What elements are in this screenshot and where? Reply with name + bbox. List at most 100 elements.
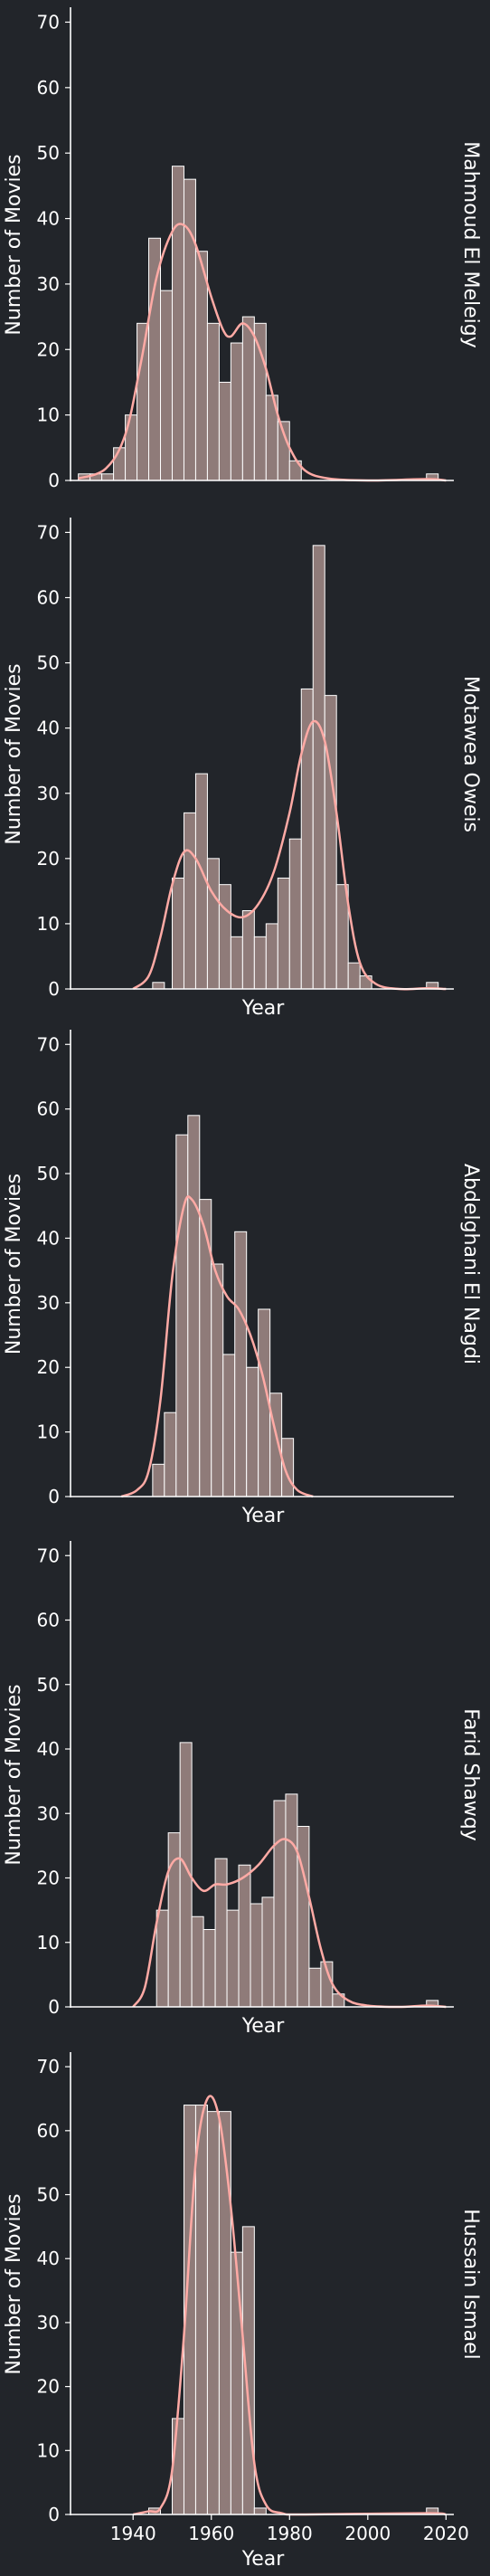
histogram-bar	[183, 178, 196, 481]
y-tick-label: 20	[37, 1868, 60, 1889]
histogram-bar	[218, 2111, 231, 2515]
facet-label: Mahmoud El Meleigy	[459, 141, 482, 347]
y-axis-label: Number of Movies	[3, 154, 25, 335]
y-axis-label: Number of Movies	[3, 1684, 25, 1865]
histogram-bar	[171, 877, 184, 990]
histogram-bar	[253, 2507, 267, 2515]
y-tick: 60	[37, 2120, 71, 2142]
histogram-bar	[218, 884, 231, 990]
y-tick-label: 70	[37, 11, 60, 33]
y-tick-label: 0	[48, 2504, 60, 2525]
y-tick: 20	[37, 2376, 71, 2398]
histogram-bar	[250, 1903, 263, 2008]
y-tick-label: 50	[37, 142, 60, 164]
y-tick-label: 60	[37, 77, 60, 99]
histogram-bars	[152, 545, 439, 990]
y-tick-label: 30	[37, 2312, 60, 2334]
y-tick: 0	[48, 978, 71, 1000]
facet-panel: 0 10 20 30 40 50 60 70 Number of Movies Farid Sha…	[3, 1541, 482, 2038]
y-tick-label: 50	[37, 1674, 60, 1696]
histogram-bar	[226, 1909, 240, 2008]
histogram-bar	[241, 910, 255, 990]
y-tick: 30	[37, 783, 71, 804]
histogram-bar	[152, 1463, 165, 1497]
x-tick-label: 1980	[267, 2523, 313, 2544]
x-axis-label: Year	[241, 2015, 286, 2038]
x-tick-label: 2000	[344, 2523, 391, 2544]
histogram-bar	[265, 923, 278, 990]
histogram-bar	[152, 982, 165, 990]
histogram-bar	[187, 1115, 201, 1497]
y-tick-label: 30	[37, 783, 60, 804]
histogram-bar	[269, 1393, 283, 1497]
y-tick-label: 20	[37, 848, 60, 870]
y-tick-label: 0	[48, 470, 60, 491]
histogram-bar	[211, 1263, 224, 1497]
y-tick: 0	[48, 470, 71, 491]
histogram-bar	[222, 1354, 236, 1497]
x-tick: 2020	[423, 2514, 469, 2544]
histogram-bar	[277, 877, 290, 990]
y-tick-label: 40	[37, 208, 60, 230]
y-axis-label: Number of Movies	[3, 2193, 25, 2374]
facet-label: Abdelghani El Nagdi	[459, 1164, 482, 1364]
y-tick: 10	[37, 404, 71, 426]
histogram-bar	[308, 1967, 322, 2008]
y-tick-label: 10	[37, 404, 60, 426]
y-tick-label: 20	[37, 1356, 60, 1378]
histogram-bar	[194, 251, 208, 481]
histogram-bars	[78, 166, 439, 481]
y-tick: 70	[37, 521, 71, 543]
facet-label: Motawea Oweis	[459, 676, 482, 832]
histogram-bar	[230, 2251, 243, 2515]
y-tick: 70	[37, 2056, 71, 2077]
y-tick: 50	[37, 1674, 71, 1696]
kde-curve	[132, 719, 447, 991]
y-tick-label: 30	[37, 1292, 60, 1314]
y-tick-label: 30	[37, 273, 60, 295]
y-tick: 40	[37, 2248, 71, 2269]
y-tick-label: 70	[37, 1545, 60, 1566]
y-tick: 60	[37, 1098, 71, 1120]
y-tick-label: 60	[37, 587, 60, 609]
histogram-bar	[148, 237, 162, 481]
y-tick-label: 20	[37, 338, 60, 360]
y-tick: 20	[37, 1356, 71, 1378]
histogram-bar	[312, 545, 325, 990]
y-tick: 70	[37, 1033, 71, 1055]
y-tick: 10	[37, 2439, 71, 2461]
y-tick-label: 40	[37, 1227, 60, 1249]
facet-label: Farid Shawqy	[459, 1708, 482, 1841]
y-tick: 70	[37, 11, 71, 33]
y-tick-label: 10	[37, 1421, 60, 1443]
histogram-bar	[238, 1864, 251, 2008]
kde-curve	[78, 223, 447, 482]
y-tick-label: 60	[37, 1098, 60, 1120]
histogram-bar	[347, 962, 361, 990]
x-axis-label: Year	[241, 2548, 286, 2571]
x-tick-label: 1940	[110, 2523, 156, 2544]
y-tick: 30	[37, 273, 71, 295]
histogram-bar	[241, 2226, 255, 2515]
y-tick: 10	[37, 1421, 71, 1443]
histogram-bar	[285, 1793, 298, 2008]
y-tick-label: 40	[37, 2248, 60, 2269]
y-tick: 60	[37, 1610, 71, 1631]
y-tick: 40	[37, 1227, 71, 1249]
y-tick-label: 40	[37, 718, 60, 739]
y-tick-label: 50	[37, 652, 60, 674]
histogram-bar	[101, 473, 115, 481]
facet-panel: 0 10 20 30 40 50 60 70 Number of Movies Motawea O…	[3, 518, 482, 1020]
y-tick: 70	[37, 1545, 71, 1566]
histogram-bar	[175, 1134, 189, 1497]
y-tick: 30	[37, 1292, 71, 1314]
histogram-bar	[218, 381, 231, 481]
x-tick: 2000	[344, 2514, 391, 2544]
y-tick: 0	[48, 1996, 71, 2018]
histogram-bar	[324, 695, 337, 990]
histogram-bars	[152, 1115, 295, 1497]
histogram-bar	[214, 1858, 228, 2008]
histogram-bar	[194, 2105, 208, 2515]
histogram-bar	[191, 1915, 204, 2008]
